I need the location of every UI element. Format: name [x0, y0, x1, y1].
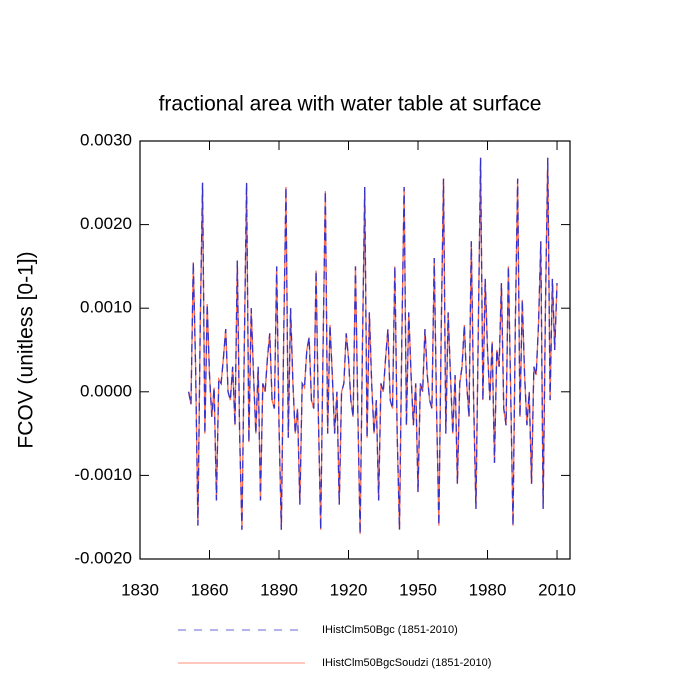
y-tick-label: -0.0010 [74, 465, 132, 484]
x-tick-label: 1830 [121, 580, 159, 599]
legend-label: IHistClm50BgcSoudzi (1851-2010) [322, 657, 491, 669]
y-tick-label: 0.0030 [80, 130, 132, 149]
y-tick-label: 0.0000 [80, 381, 132, 400]
legend-label: IHistClm50Bgc (1851-2010) [322, 624, 458, 636]
x-tick-label: 1860 [191, 580, 229, 599]
y-tick-label: 0.0020 [80, 214, 132, 233]
chart-title: fractional area with water table at surf… [159, 93, 542, 116]
x-tick-label: 1890 [260, 580, 298, 599]
y-tick-label: -0.0020 [74, 548, 132, 567]
y-axis-label: FCOV (unitless [0-1]) [15, 251, 38, 448]
y-tick-label: 0.0010 [80, 298, 132, 317]
x-tick-label: 1950 [399, 580, 437, 599]
x-tick-label: 1980 [469, 580, 507, 599]
x-tick-label: 1920 [330, 580, 368, 599]
x-tick-label: 2010 [538, 580, 576, 599]
plot-frame [139, 140, 571, 560]
series-line [188, 157, 558, 534]
